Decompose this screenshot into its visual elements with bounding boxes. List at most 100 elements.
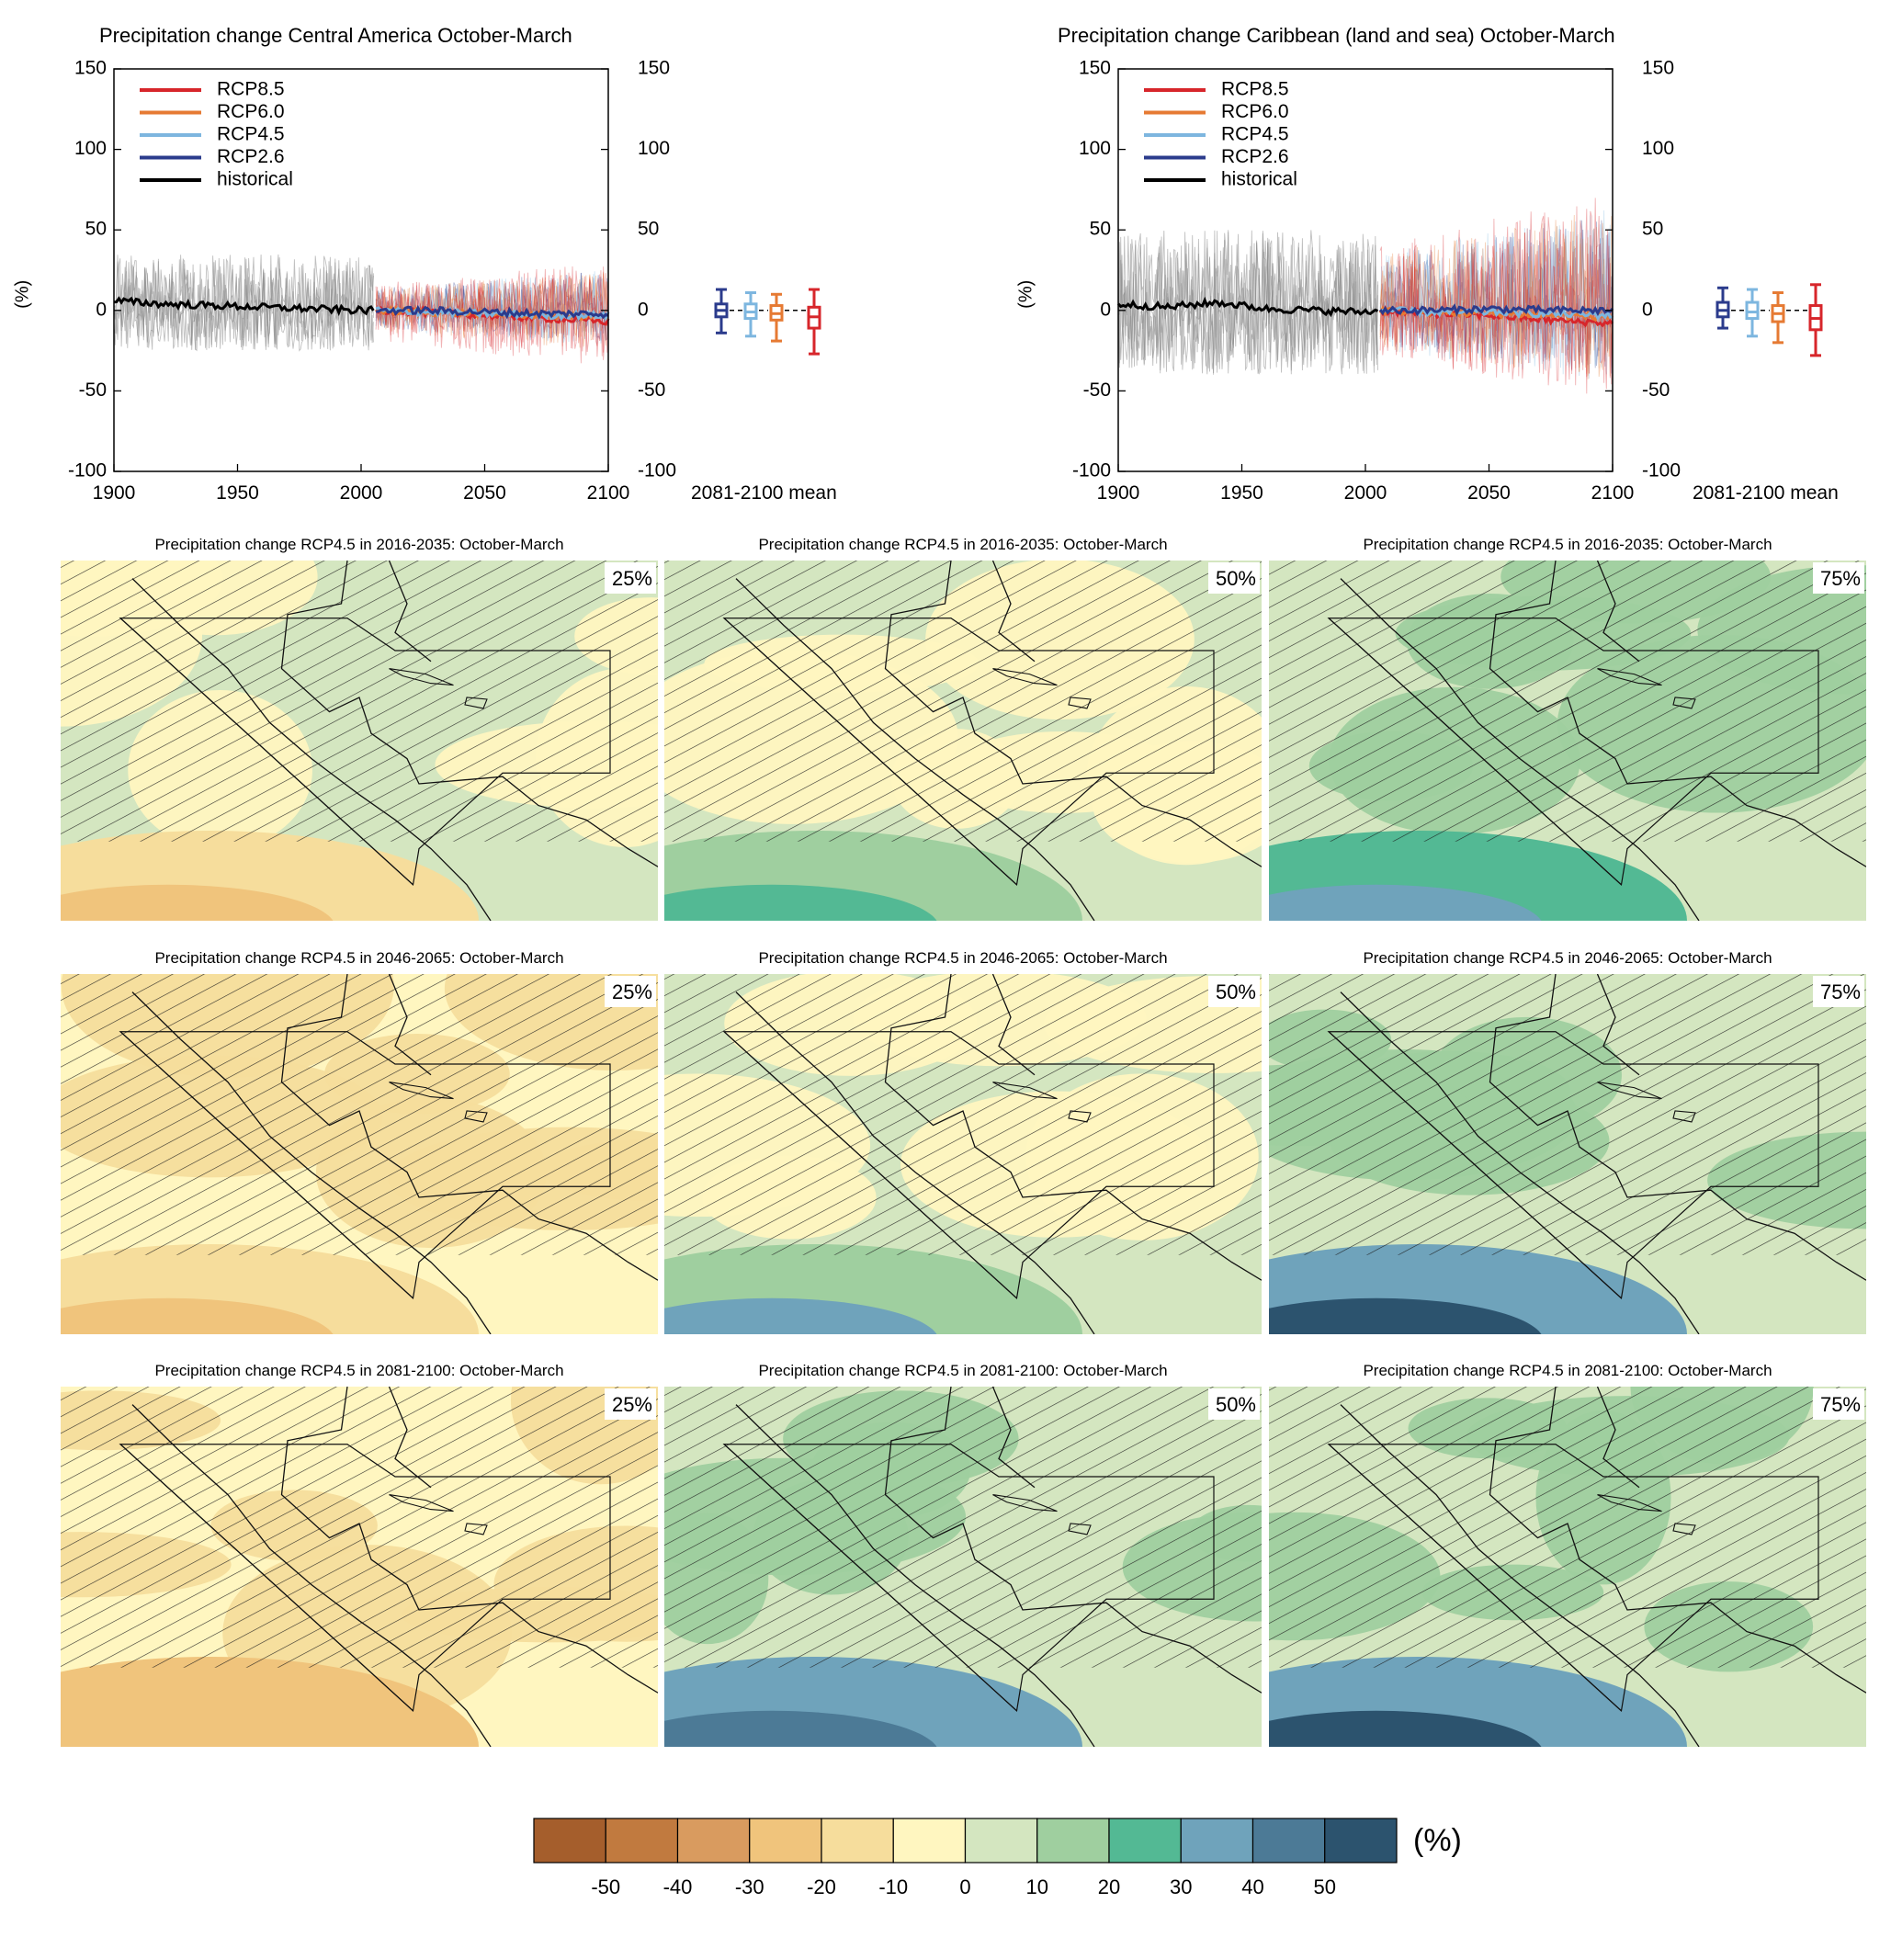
map-panels: Precipitation change RCP4.5 in 2016-2035… — [61, 536, 1866, 1747]
spread-line-RCP6.0 — [1379, 227, 1614, 380]
map-field — [664, 974, 1262, 1334]
x-tick-label: 2050 — [1467, 482, 1511, 504]
spread-line-RCP2.6 — [376, 272, 609, 341]
island-hispaniola — [464, 1110, 488, 1123]
spread-line-RCP6.0 — [1379, 220, 1614, 376]
spread-line-RCP6.0 — [375, 271, 609, 348]
colorbar-tick-label: 30 — [1170, 1875, 1192, 1898]
y-tick-label: -100 — [68, 460, 107, 482]
legend-label: historical — [1221, 169, 1297, 190]
percentile-label-bg — [605, 976, 656, 1007]
spread-line-RCP8.5 — [375, 268, 609, 360]
colorbar-segment — [1251, 1818, 1326, 1864]
spread-line-RCP8.5 — [1379, 198, 1614, 394]
y-tick-label-right: 100 — [1642, 138, 1674, 159]
spread-line-RCP4.5 — [1379, 221, 1614, 377]
coastline-pacific — [1340, 578, 1700, 921]
contour-region-core — [664, 1710, 937, 1747]
coastline-gulf — [280, 561, 658, 867]
region-outline-diagonal — [1328, 1031, 1622, 1299]
region-outline — [722, 1444, 1215, 1712]
contour-region-core — [1269, 1297, 1542, 1334]
y-tick-label-right: -50 — [1642, 380, 1670, 401]
spread-line-historical — [1117, 230, 1378, 375]
y-axis-label: (%) — [12, 280, 32, 309]
legend-label: historical — [217, 169, 293, 190]
x-tick-label: 2050 — [463, 482, 506, 504]
map-field — [664, 1387, 1262, 1747]
y-tick-label-right: -50 — [638, 380, 665, 401]
coastline-pacific — [735, 578, 1095, 921]
x-tick-label: 1950 — [216, 482, 259, 504]
colorbar-segment — [533, 1818, 606, 1864]
map-panel-7: Precipitation change RCP4.5 in 2081-2100… — [61, 1362, 658, 1747]
y-tick-label: 0 — [1100, 299, 1111, 320]
map-panel-6: Precipitation change RCP4.5 in 2046-2065… — [1269, 949, 1866, 1334]
mean-line-RCP2.6 — [1378, 303, 1614, 317]
region-outline — [119, 1444, 611, 1712]
colorbar: -50 -40 -30 -20 -10 0 10 20 30 40 50 (%) — [533, 1818, 1462, 1898]
map-panel-2: Precipitation change RCP4.5 in 2016-2035… — [664, 536, 1262, 921]
contour-region-core — [1269, 884, 1542, 921]
coastline-florida — [991, 1387, 1036, 1489]
map-panel-9: Precipitation change RCP4.5 in 2081-2100… — [1269, 1362, 1866, 1747]
spread-line-RCP2.6 — [375, 272, 609, 341]
map-field — [1269, 974, 1866, 1334]
percentile-label-bg — [1813, 1388, 1864, 1420]
chart-title: Precipitation change Central America Oct… — [99, 24, 572, 47]
map-panel-title: Precipitation change RCP4.5 in 2046-2065… — [758, 949, 1167, 967]
x-tick-label: 2100 — [587, 482, 630, 504]
colorbar-segment — [821, 1818, 894, 1864]
spread-line-RCP2.6 — [1379, 228, 1614, 370]
map-field — [61, 974, 658, 1334]
island-hispaniola — [1068, 697, 1092, 709]
y-tick-label: 0 — [96, 299, 107, 320]
colorbar-tick-label: -10 — [878, 1875, 908, 1898]
region-outline — [1327, 1031, 1819, 1299]
coastline-pacific — [131, 1404, 492, 1747]
map-panel-title: Precipitation change RCP4.5 in 2016-2035… — [154, 536, 563, 553]
y-tick-label: -50 — [1083, 380, 1111, 401]
percentile-label-bg — [1813, 562, 1864, 594]
y-tick-label: -100 — [1072, 460, 1111, 482]
mean-line-historical — [113, 296, 375, 317]
hatching — [61, 561, 658, 842]
percentile-label: 25% — [612, 567, 652, 590]
x-tick-label: 1900 — [93, 482, 136, 504]
y-tick-label: -50 — [79, 380, 107, 401]
map-panel-4: Precipitation change RCP4.5 in 2046-2065… — [61, 949, 658, 1334]
coastline-florida — [1596, 1387, 1640, 1489]
map-panel-title: Precipitation change RCP4.5 in 2081-2100… — [1363, 1362, 1772, 1379]
spread-line-RCP6.0 — [1379, 214, 1614, 377]
boxplot-label: 2081-2100 mean — [691, 482, 837, 504]
legend-label: RCP4.5 — [217, 124, 285, 145]
coastline-pacific — [735, 991, 1095, 1334]
percentile-label: 75% — [1820, 1393, 1861, 1416]
colorbar-tick-label: -30 — [735, 1875, 764, 1898]
colorbar-tick-label: 0 — [959, 1875, 970, 1898]
percentile-label-bg — [1208, 562, 1260, 594]
y-tick-label: 50 — [1090, 219, 1111, 240]
island-cuba — [389, 1082, 454, 1100]
spread-line-historical — [113, 255, 374, 351]
region-outline-diagonal — [1328, 1444, 1622, 1712]
percentile-label: 25% — [612, 1393, 652, 1416]
y-tick-label-right: -100 — [1642, 460, 1681, 482]
coastline-florida — [388, 561, 432, 663]
spread-line-RCP8.5 — [375, 266, 609, 357]
hatching — [61, 1387, 658, 1668]
map-panel-1: Precipitation change RCP4.5 in 2016-2035… — [61, 536, 658, 921]
colorbar-segment — [749, 1818, 822, 1864]
mean-line-RCP4.5 — [375, 306, 610, 322]
x-tick-label: 1900 — [1097, 482, 1140, 504]
boxplot-box-RCP4.5 — [1745, 300, 1760, 321]
region-outline — [119, 617, 611, 886]
map-field — [664, 561, 1262, 921]
colorbar-segment — [892, 1818, 967, 1864]
coastline-florida — [991, 974, 1036, 1076]
ensemble-spread — [1117, 198, 1614, 394]
colorbar-tick-label: 50 — [1314, 1875, 1336, 1898]
percentile-label: 50% — [1216, 1393, 1256, 1416]
y-tick-label: 50 — [85, 219, 107, 240]
